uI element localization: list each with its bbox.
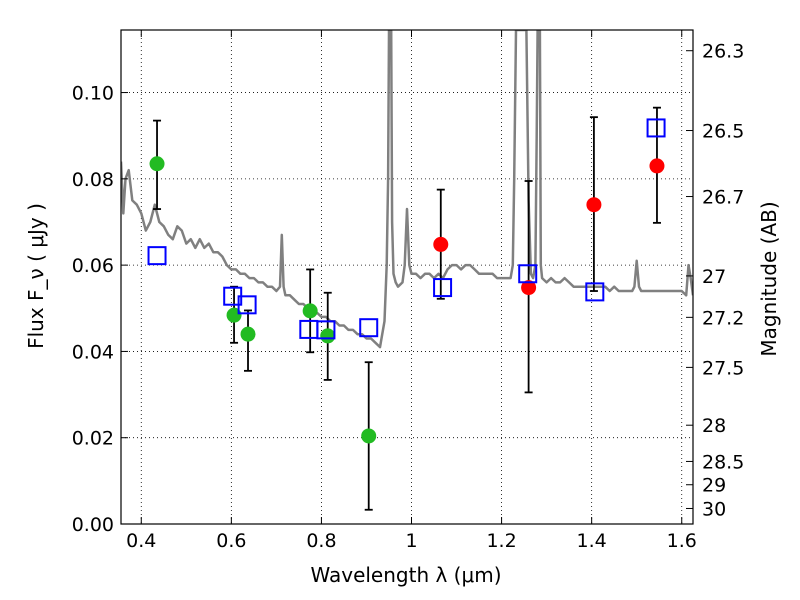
nir-data-point <box>433 236 449 252</box>
x-tick-label: 1 <box>405 530 417 552</box>
axes-layer: 0.4 0.6 0.8 1 1.2 1.4 1.6 0.00 0.02 0.04 0.06 0.08 0… <box>72 29 744 552</box>
y-tick-label: 0.10 <box>72 83 114 105</box>
model-photometry-square <box>585 282 605 302</box>
errorbar-layer <box>153 106 661 511</box>
y-tick-label: 0.06 <box>72 255 114 277</box>
magnitude-tick-label: 27.2 <box>702 307 744 329</box>
optical-data-point <box>240 326 256 342</box>
magnitude-tick-label: 29 <box>702 475 726 497</box>
x-tick-label: 0.6 <box>216 530 246 552</box>
model-photometry-square <box>299 319 319 339</box>
optical-data-point <box>361 428 377 444</box>
magnitude-tick-label: 30 <box>702 498 726 520</box>
nir-data-point <box>521 280 537 296</box>
model-photometry-square <box>646 118 666 138</box>
y-tick-label: 0.02 <box>72 428 114 450</box>
model-photometry-square <box>147 246 167 266</box>
magnitude-tick-label: 26.7 <box>702 187 744 209</box>
x-tick-label: 1.4 <box>577 530 607 552</box>
model-photometry-square <box>433 278 453 298</box>
model-spectrum-layer <box>121 30 693 349</box>
grid-layer <box>121 30 693 525</box>
magnitude-tick-label: 28.5 <box>702 451 744 473</box>
plot-frame <box>120 29 694 525</box>
optical-data-point <box>149 156 165 172</box>
y-axis-label: Flux F_ν ( μJy ) <box>24 203 48 349</box>
y-tick-label: 0.04 <box>72 341 114 363</box>
optical-data-point <box>302 303 318 319</box>
x-tick-label: 0.8 <box>306 530 336 552</box>
magnitude-tick-label: 26.3 <box>702 41 744 63</box>
optical-data-point <box>320 328 336 344</box>
model-photometry-square <box>237 295 257 315</box>
nir-data-point <box>586 197 602 213</box>
y-tick-label: 0.00 <box>72 514 114 536</box>
model-photometry-square <box>359 318 379 338</box>
x-tick-label: 0.4 <box>126 530 156 552</box>
model-spectrum-line <box>121 30 693 349</box>
magnitude-tick-label: 27 <box>702 266 726 288</box>
y-tick-label: 0.08 <box>72 169 114 191</box>
marker-layer <box>147 118 666 444</box>
nir-data-point <box>649 158 665 174</box>
x-axis-label: Wavelength λ (μm) <box>310 563 501 587</box>
x-tick-label: 1.6 <box>667 530 697 552</box>
x-tick-label: 1.2 <box>486 530 516 552</box>
right-axis-label: Magnitude (AB) <box>757 201 781 356</box>
magnitude-tick-label: 26.5 <box>702 121 744 143</box>
model-photometry-square <box>316 320 336 340</box>
magnitude-tick-label: 28 <box>702 415 726 437</box>
magnitude-tick-label: 27.5 <box>702 357 744 379</box>
model-photometry-square <box>518 264 538 284</box>
